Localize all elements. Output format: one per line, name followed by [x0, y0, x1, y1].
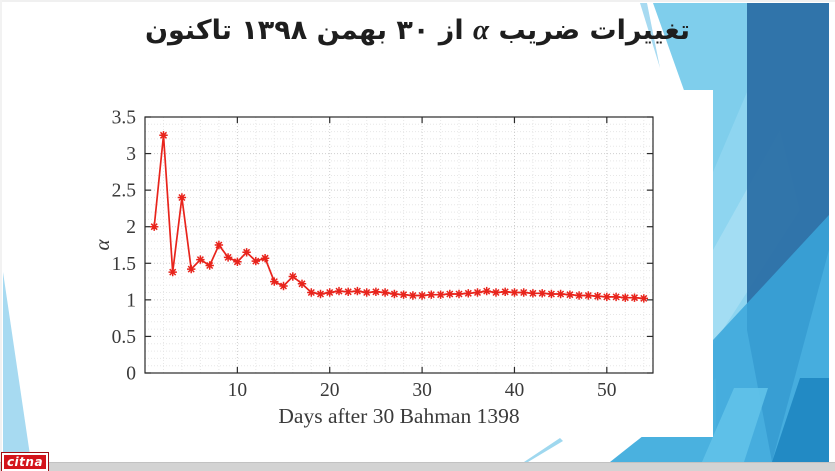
top-right-wedge — [653, 3, 750, 172]
svg-text:0.5: 0.5 — [112, 327, 136, 348]
svg-text:3.5: 3.5 — [112, 108, 136, 129]
series-markers — [150, 131, 648, 303]
citna-logo-text: citna — [6, 455, 44, 469]
y-tick-labels: 0 0.5 1 1.5 2 2.5 3 3.5 — [112, 108, 136, 385]
left-accent-sliver — [3, 272, 31, 462]
page-title: تغییرات ضریب α از ۳۰ بهمن ۱۳۹۸ تاکنون — [0, 11, 835, 50]
citna-logo: citna — [2, 453, 48, 471]
svg-text:40: 40 — [505, 380, 525, 401]
major-grid — [145, 117, 653, 373]
svg-text:2.5: 2.5 — [112, 181, 136, 202]
bottom-gray-bar — [0, 462, 835, 471]
svg-text:10: 10 — [228, 380, 248, 401]
x-tick-labels: 10 20 30 40 50 — [228, 380, 617, 401]
title-text-post: از ۳۰ بهمن ۱۳۹۸ تاکنون — [144, 15, 464, 46]
title-text-pre: تغییرات ضریب — [498, 15, 691, 46]
alpha-symbol: α — [472, 14, 490, 46]
svg-text:30: 30 — [412, 380, 432, 401]
svg-text:20: 20 — [320, 380, 340, 401]
slide-left-edge — [0, 0, 2, 462]
top-right-sliver — [640, 3, 660, 68]
svg-text:3: 3 — [126, 144, 136, 165]
axis-box — [144, 116, 654, 374]
svg-text:0: 0 — [126, 364, 136, 385]
bottom-right-light-band — [702, 388, 768, 462]
alpha-line-chart: 10 20 30 40 50 0 0.5 1 1.5 2 2.5 3 3.5 Days after 30 … — [95, 90, 713, 437]
svg-text:1.5: 1.5 — [112, 254, 136, 275]
slide-top-edge — [0, 0, 835, 2]
x-axis-label: Days after 30 Bahman 1398 — [278, 404, 519, 428]
svg-text:2: 2 — [126, 217, 136, 238]
minor-grid — [145, 117, 653, 373]
svg-text:50: 50 — [597, 380, 617, 401]
svg-text:1: 1 — [126, 290, 136, 311]
bottom-thin-line — [524, 438, 563, 462]
chart-canvas: 10 20 30 40 50 0 0.5 1 1.5 2 2.5 3 3.5 Days after 30 … — [95, 108, 654, 428]
y-axis-label: α — [95, 239, 114, 251]
bottom-right-dark-band — [772, 378, 829, 462]
